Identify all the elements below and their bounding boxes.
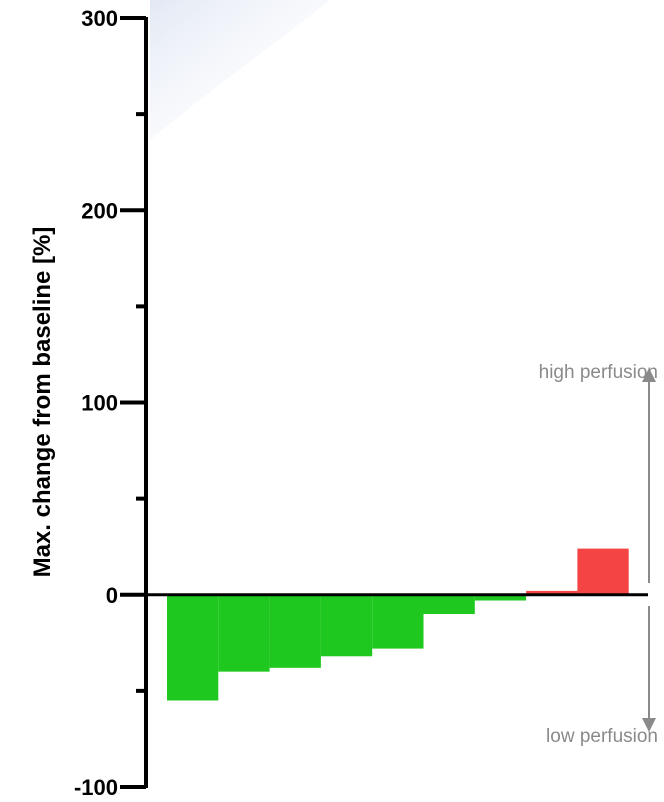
bar-7 xyxy=(474,594,527,601)
up-arrow-icon xyxy=(642,368,656,382)
annotation-group: high perfusion low perfusion xyxy=(539,362,658,747)
bar-8 xyxy=(526,590,578,595)
background-glow xyxy=(150,0,330,140)
y-axis-title: Max. change from baseline [%] xyxy=(29,227,56,578)
y-tick-label: 200 xyxy=(81,198,118,223)
bars-group xyxy=(146,548,648,701)
low-perfusion-label: low perfusion xyxy=(546,726,658,747)
bar-5 xyxy=(372,594,424,649)
y-tick-label: 0 xyxy=(106,583,118,608)
y-tick-label: 300 xyxy=(81,6,118,31)
bar-9 xyxy=(577,548,629,595)
bar-1 xyxy=(167,594,219,701)
y-tick-label: 100 xyxy=(81,391,118,416)
bar-4 xyxy=(320,594,373,657)
high-perfusion-label: high perfusion xyxy=(539,362,658,383)
bar-6 xyxy=(423,594,475,614)
bar-2 xyxy=(218,594,270,672)
y-axis: 300 200 100 0 -100 xyxy=(74,6,148,800)
y-tick-label: -100 xyxy=(74,775,118,800)
bar-3 xyxy=(269,594,321,668)
down-arrow-icon xyxy=(642,718,656,732)
perfusion-arrows xyxy=(642,368,656,732)
